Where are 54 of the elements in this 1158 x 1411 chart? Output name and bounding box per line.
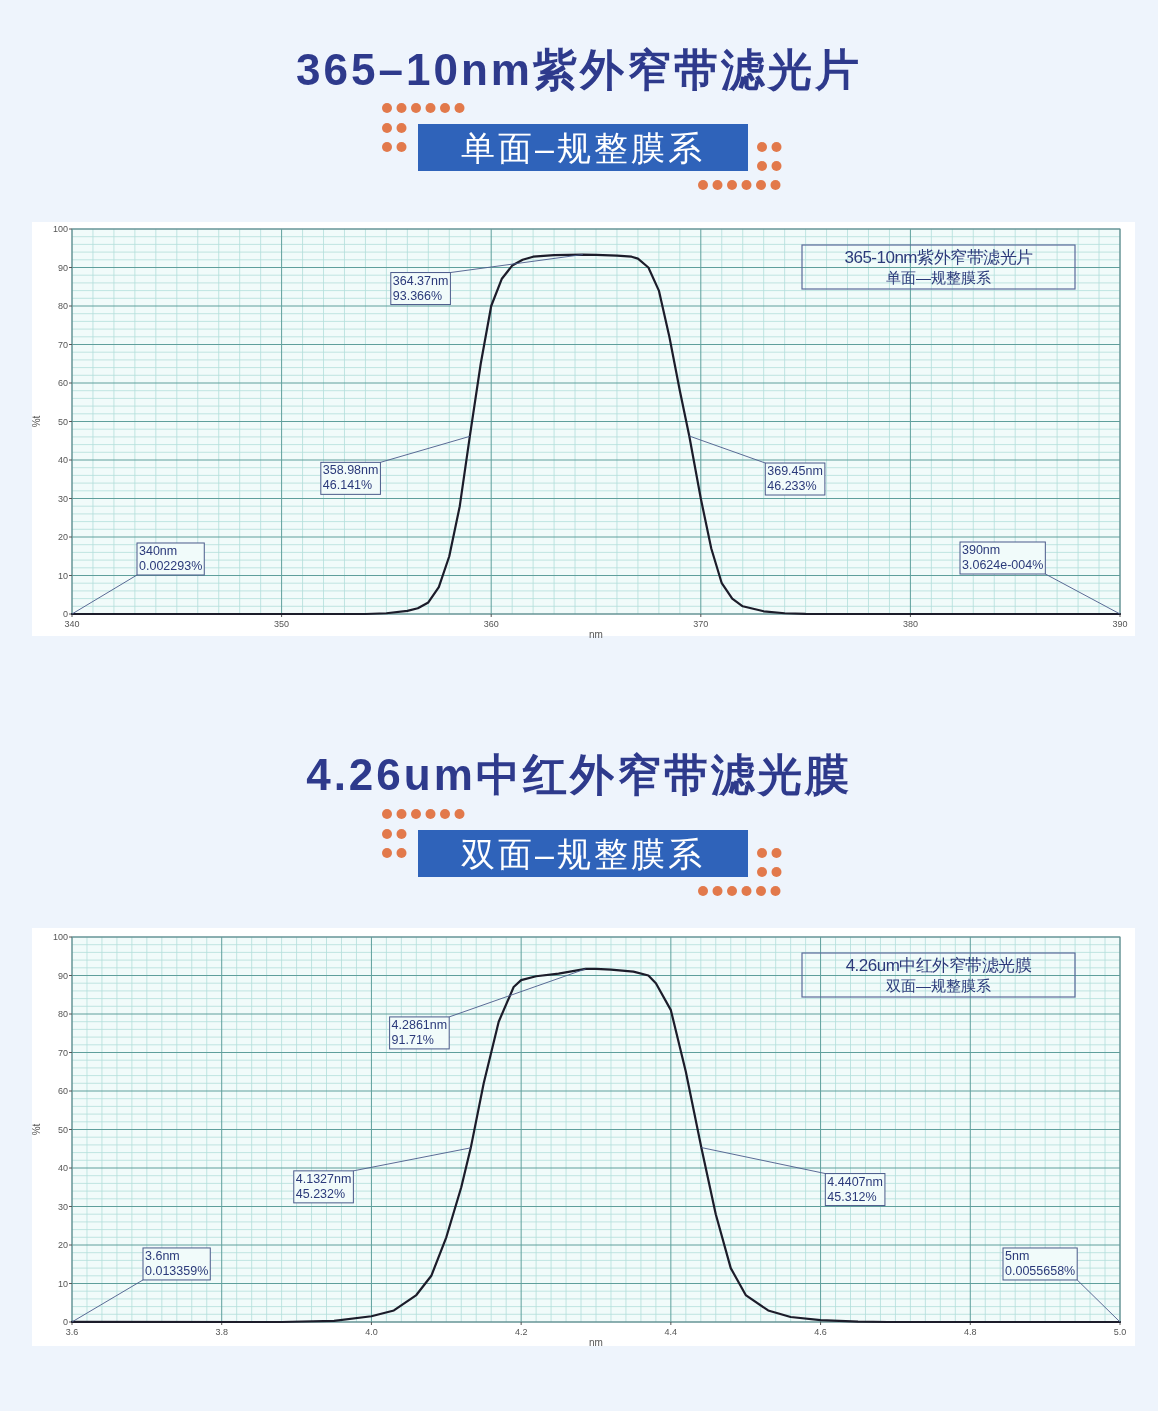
y-tick-label: 80 [57, 1009, 68, 1019]
x-tick-label: 340 [64, 619, 80, 629]
annotation: 4.1327nm 45.232% [295, 1171, 352, 1201]
y-tick-label: 100 [52, 224, 68, 234]
y-tick-label: 100 [52, 932, 68, 942]
x-tick-label: 390 [1112, 619, 1128, 629]
y-tick-label: 60 [57, 378, 68, 388]
y-tick-label: 10 [57, 1278, 68, 1289]
y-tick-label: 10 [57, 570, 68, 581]
x-axis-title: nm [589, 1337, 603, 1348]
x-tick-label: 4.8 [964, 1327, 977, 1337]
chart-subtitle: 双面–规整膜系 [461, 835, 705, 873]
x-tick-label: 3.6 [65, 1327, 79, 1337]
annotation: 4.4407nm 45.312% [827, 1174, 883, 1204]
y-tick-label: 40 [57, 1163, 68, 1173]
annotation: 340nm 0.002293% [139, 543, 203, 573]
x-tick-label: 4.6 [814, 1327, 827, 1337]
chart-title: 365–10nm紫外窄带滤光片 [296, 45, 862, 94]
annotation: 364.37nm 93.366% [392, 273, 449, 303]
x-axis-title: nm [589, 629, 603, 640]
annotation: 390nm 3.0624e-004% [962, 543, 1044, 572]
x-tick-label: 4.0 [365, 1327, 378, 1337]
annotation: 4.2861nm 91.71% [391, 1017, 448, 1047]
x-tick-label: 370 [693, 619, 709, 629]
y-tick-label: 0 [62, 609, 68, 619]
y-tick-label: 70 [57, 339, 68, 350]
y-tick-label: 90 [57, 262, 68, 273]
chart-subtitle: 单面–规整膜系 [461, 129, 705, 167]
annotation: 5nm 0.0055658% [1005, 1248, 1076, 1278]
x-tick-label: 380 [902, 619, 918, 629]
y-tick-label: 40 [57, 455, 68, 465]
y-tick-label: 50 [57, 416, 68, 427]
y-tick-label: 20 [57, 1240, 68, 1250]
y-tick-label: 30 [57, 1201, 68, 1212]
x-tick-label: 4.4 [664, 1327, 678, 1337]
x-tick-label: 360 [483, 619, 499, 629]
y-tick-label: 60 [57, 1086, 68, 1096]
y-tick-label: 70 [57, 1047, 68, 1058]
y-tick-label: 0 [62, 1317, 68, 1327]
y-tick-label: 90 [57, 970, 68, 981]
x-tick-label: 350 [274, 619, 290, 629]
y-axis-title: %t [31, 1123, 42, 1136]
y-axis-title: %t [31, 415, 42, 428]
y-tick-label: 30 [57, 493, 68, 504]
annotation: 369.45nm 46.233% [767, 464, 823, 493]
x-tick-label: 4.2 [514, 1327, 528, 1337]
y-tick-label: 20 [57, 532, 68, 542]
y-tick-label: 80 [57, 301, 68, 311]
x-tick-label: 3.8 [215, 1327, 228, 1337]
annotation: 3.6nm 0.013359% [145, 1248, 209, 1278]
y-tick-label: 50 [57, 1124, 68, 1135]
annotation: 358.98nm 46.141% [322, 463, 379, 493]
chart-title: 4.26um中红外窄带滤光膜 [306, 750, 852, 799]
x-tick-label: 5.0 [1113, 1327, 1127, 1337]
